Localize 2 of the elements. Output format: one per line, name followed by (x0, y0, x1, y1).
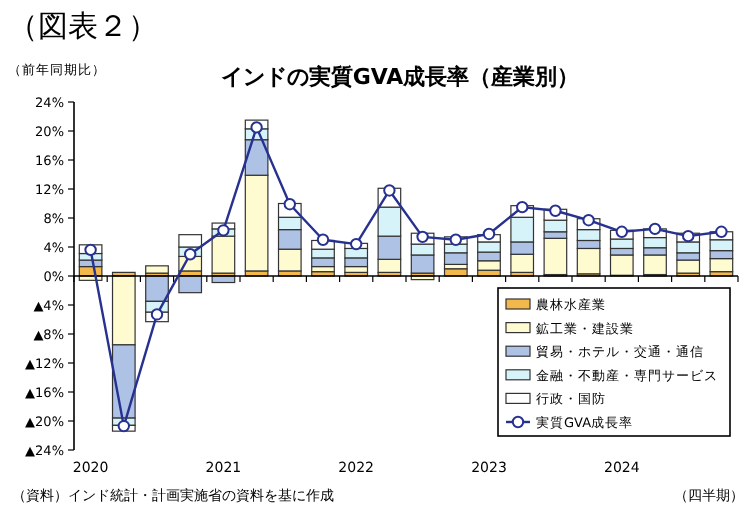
chart-subtitle: （図表２） (8, 8, 158, 44)
chart-title: インドの実質GVA成長率（産業別） (220, 64, 580, 90)
